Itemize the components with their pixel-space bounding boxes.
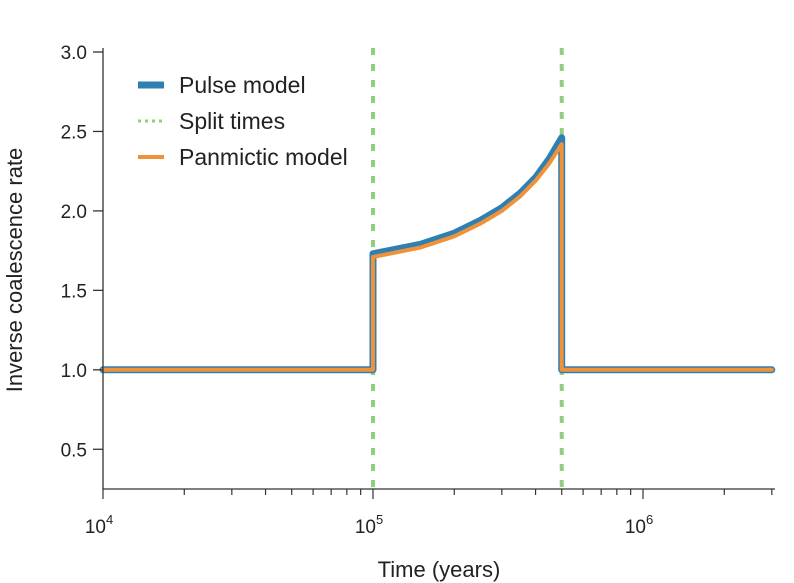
y-tick-label: 1.0	[61, 361, 87, 382]
y-tick-label: 1.5	[61, 281, 87, 302]
axes	[102, 48, 775, 490]
series-line-pulse-model	[99, 134, 776, 374]
series-line-panmictic-model	[101, 142, 774, 372]
legend: Pulse model Split times Panmictic model	[138, 72, 348, 170]
x-tick-label: 104	[85, 512, 113, 538]
y-axis-title: Inverse coalescence rate	[2, 148, 27, 393]
x-axis-title: Time (years)	[378, 557, 501, 582]
y-tick-label: 3.0	[61, 43, 87, 64]
legend-label-panmictic-model: Panmictic model	[179, 144, 348, 170]
y-tick-label: 2.5	[61, 122, 87, 143]
x-tick-label: 105	[355, 512, 383, 538]
legend-label-pulse-model: Pulse model	[179, 72, 306, 98]
series-layer	[99, 134, 776, 374]
x-tick-label: 106	[625, 512, 653, 538]
y-ticks: 0.5 1.0 1.5 2.0 2.5 3.0	[61, 43, 103, 461]
y-tick-label: 0.5	[61, 440, 87, 461]
y-tick-label: 2.0	[61, 202, 87, 223]
x-ticks: 104 105 106	[85, 489, 773, 538]
legend-label-split-times: Split times	[179, 108, 285, 134]
split-times-layer	[371, 48, 564, 489]
